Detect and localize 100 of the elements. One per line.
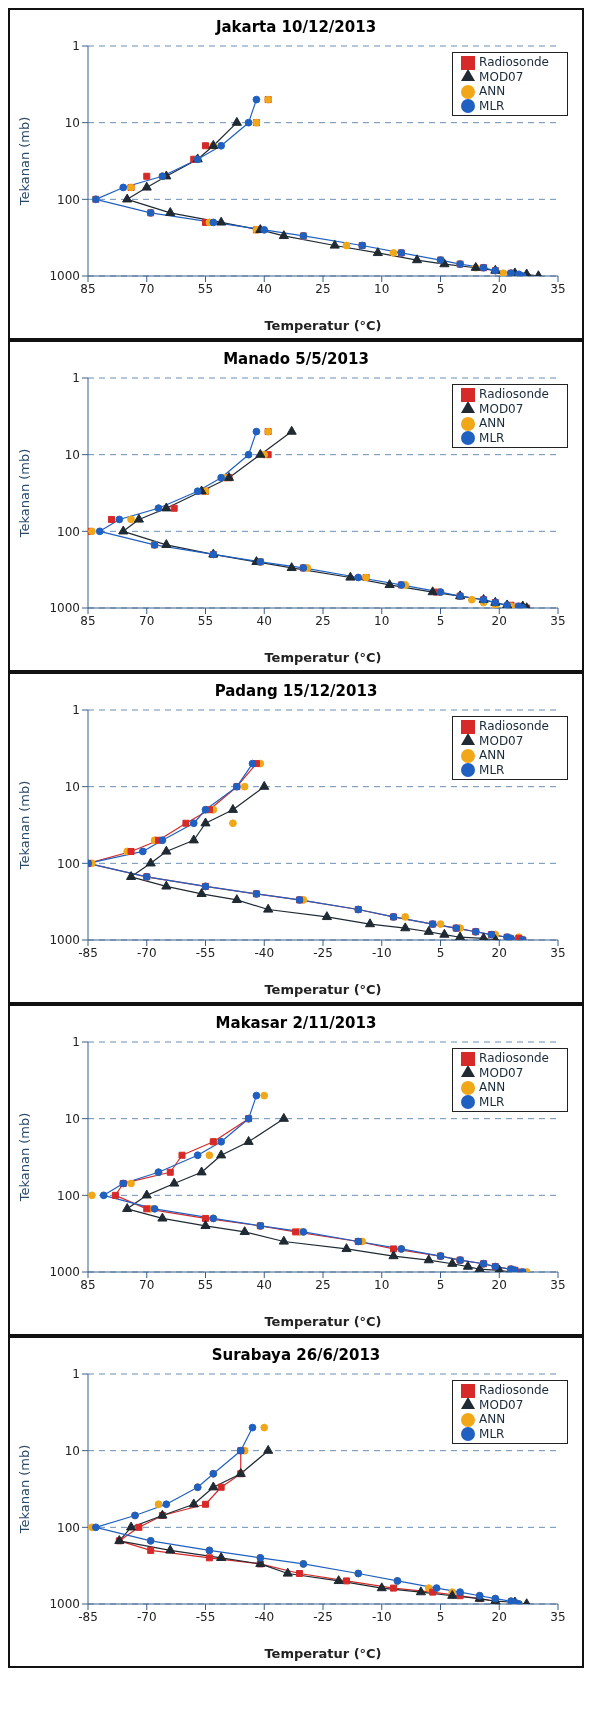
x-tick-label: 55 — [197, 281, 214, 296]
legend-label: ANN — [479, 416, 506, 430]
x-tick-label: 5 — [436, 281, 445, 296]
x-axis-title: Temperatur (°C) — [264, 1646, 382, 1661]
y-tick-label: 1 — [72, 39, 80, 54]
chart-title: Jakarta 10/12/2013 — [214, 17, 378, 38]
x-tick-label: -25 — [313, 1609, 333, 1624]
x-tick-label: 10 — [374, 613, 390, 628]
x-tick-label: -55 — [195, 945, 216, 960]
legend-label: MLR — [479, 430, 505, 445]
chart-title: Makasar 2/11/2013 — [214, 1013, 378, 1034]
x-tick-label: 70 — [139, 613, 155, 628]
x-tick-label: 85 — [80, 281, 96, 296]
x-tick-label: -70 — [136, 1609, 157, 1624]
x-tick-label: 20 — [491, 613, 507, 628]
x-axis-title: Temperatur (°C) — [264, 1314, 382, 1329]
x-tick-label: -40 — [254, 1609, 275, 1624]
x-tick-label: -55 — [195, 1609, 216, 1624]
x-tick-label: 25 — [315, 1277, 331, 1292]
chart-title: Padang 15/12/2013 — [213, 681, 379, 702]
x-tick-label: -25 — [313, 945, 333, 960]
x-tick-label: 20 — [491, 281, 507, 296]
x-tick-label: 40 — [256, 1277, 272, 1292]
y-tick-label: 1 — [72, 371, 80, 386]
legend-label: Radiosonde — [479, 1383, 549, 1397]
x-tick-label: 20 — [491, 1609, 507, 1624]
x-tick-label: 40 — [256, 613, 272, 628]
legend-label: Radiosonde — [479, 387, 549, 401]
legend-label: MOD07 — [479, 1065, 524, 1080]
y-tick-label: 1 — [72, 1035, 80, 1050]
legend-label: MOD07 — [479, 401, 524, 416]
legend-label: MLR — [479, 762, 505, 777]
y-tick-label: 100 — [57, 192, 80, 207]
x-axis-title: Temperatur (°C) — [264, 982, 382, 997]
x-tick-label: 20 — [491, 1277, 507, 1292]
legend-label: ANN — [479, 84, 506, 98]
y-tick-label: 1000 — [49, 601, 80, 616]
x-tick-label: 25 — [315, 281, 331, 296]
legend-label: MOD07 — [479, 733, 524, 748]
x-tick-label: -85 — [78, 945, 98, 960]
y-tick-label: 1000 — [49, 1265, 80, 1280]
chart-title: Manado 5/5/2013 — [222, 349, 370, 370]
x-tick-label: 35 — [550, 613, 566, 628]
x-axis-title: Temperatur (°C) — [264, 650, 382, 665]
y-tick-label: 100 — [57, 1188, 80, 1203]
y-tick-label: 1000 — [49, 269, 80, 284]
x-tick-label: 20 — [491, 945, 507, 960]
x-tick-label: 35 — [550, 1609, 566, 1624]
legend-label: ANN — [479, 748, 506, 762]
legend-label: MLR — [479, 98, 505, 113]
x-tick-label: 35 — [550, 281, 566, 296]
y-axis-title: Tekanan (mb) — [16, 448, 32, 539]
x-tick-label: 5 — [436, 945, 445, 960]
legend-label: ANN — [479, 1412, 506, 1426]
x-tick-label: 70 — [139, 1277, 155, 1292]
x-tick-label: 35 — [550, 1277, 566, 1292]
y-tick-label: 10 — [64, 1443, 80, 1458]
legend-label: Radiosonde — [479, 719, 549, 733]
legend-label: ANN — [479, 1080, 506, 1094]
x-tick-label: 10 — [374, 1277, 390, 1292]
x-tick-label: 5 — [436, 1277, 445, 1292]
x-tick-label: 55 — [197, 613, 214, 628]
y-tick-label: 1000 — [49, 933, 80, 948]
x-tick-label: -10 — [371, 1609, 392, 1624]
x-tick-label: 55 — [197, 1277, 214, 1292]
y-tick-label: 1 — [72, 703, 80, 718]
legend-label: Radiosonde — [479, 55, 549, 69]
y-tick-label: 10 — [64, 779, 80, 794]
y-axis-title: Tekanan (mb) — [16, 1444, 32, 1535]
y-tick-label: 100 — [57, 856, 80, 871]
legend-label: Radiosonde — [479, 1051, 549, 1065]
legend-label: MOD07 — [479, 69, 524, 84]
x-tick-label: 10 — [374, 281, 390, 296]
y-tick-label: 100 — [57, 524, 80, 539]
y-tick-label: 1000 — [49, 1597, 80, 1612]
x-tick-label: 35 — [550, 945, 566, 960]
x-tick-label: -70 — [136, 945, 157, 960]
y-axis-title: Tekanan (mb) — [16, 1112, 32, 1203]
x-tick-label: 5 — [436, 1609, 445, 1624]
x-tick-label: -40 — [254, 945, 275, 960]
x-axis-title: Temperatur (°C) — [264, 318, 382, 333]
legend-label: MLR — [479, 1426, 505, 1441]
x-tick-label: 85 — [80, 613, 96, 628]
y-tick-label: 10 — [64, 115, 80, 130]
x-tick-label: 85 — [80, 1277, 96, 1292]
y-tick-label: 10 — [64, 1111, 80, 1126]
y-tick-label: 100 — [57, 1520, 80, 1535]
x-tick-label: 40 — [256, 281, 272, 296]
x-tick-label: -85 — [78, 1609, 98, 1624]
y-tick-label: 10 — [64, 447, 80, 462]
x-tick-label: -10 — [371, 945, 392, 960]
y-axis-title: Tekanan (mb) — [16, 116, 32, 207]
y-tick-label: 1 — [72, 1367, 80, 1382]
x-tick-label: 70 — [139, 281, 155, 296]
legend-label: MOD07 — [479, 1397, 524, 1412]
x-tick-label: 25 — [315, 613, 331, 628]
chart-title: Surabaya 26/6/2013 — [210, 1345, 382, 1366]
x-tick-label: 5 — [436, 613, 445, 628]
legend-label: MLR — [479, 1094, 505, 1109]
y-axis-title: Tekanan (mb) — [16, 780, 32, 871]
